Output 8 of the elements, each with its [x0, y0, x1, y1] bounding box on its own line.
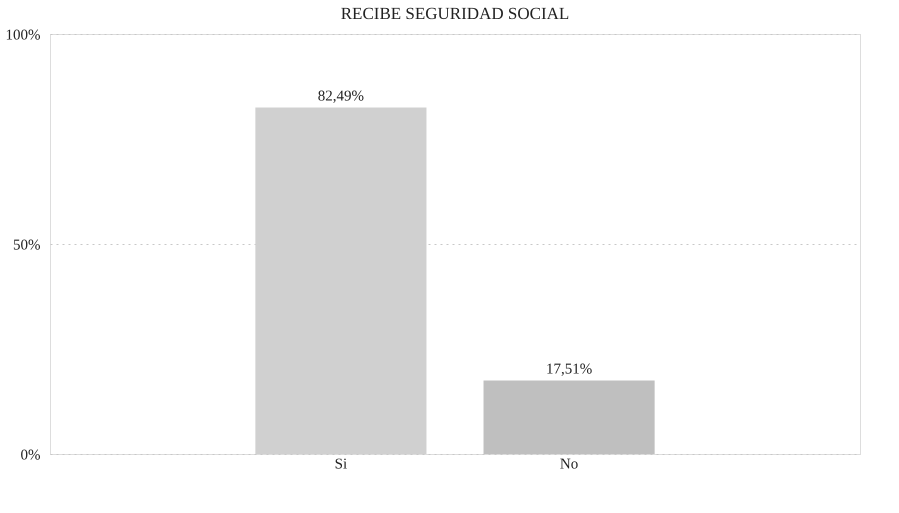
- y-tick-label: 0%: [20, 448, 40, 464]
- data-label: 82,49%: [318, 88, 364, 105]
- y-tick-label: 100%: [6, 28, 40, 44]
- x-tick-label: Si: [334, 456, 348, 472]
- x-tick-label: No: [560, 456, 578, 472]
- chart-title: RECIBE SEGURIDAD SOCIAL: [340, 4, 570, 23]
- y-tick-label: 50%: [13, 238, 40, 254]
- data-label: 17,51%: [546, 361, 592, 378]
